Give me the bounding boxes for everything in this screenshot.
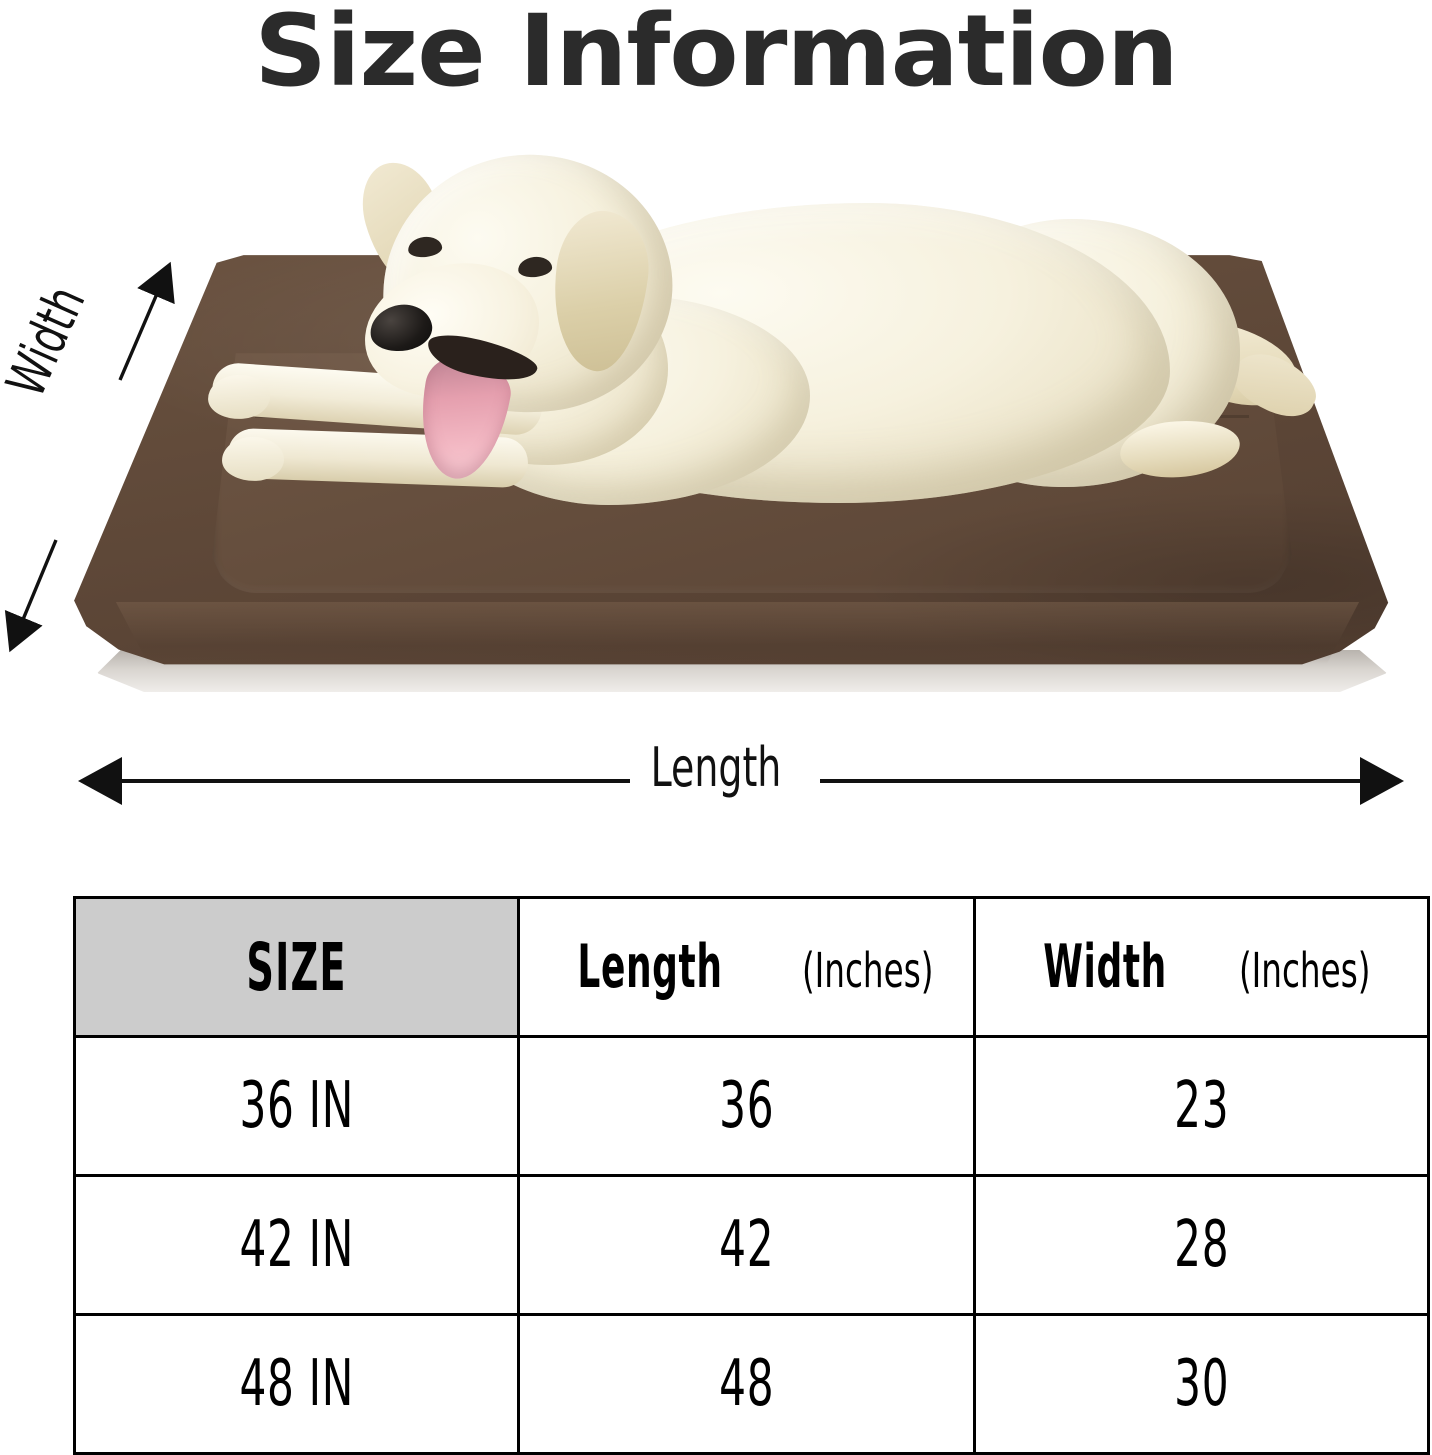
cell-length-value: 36 <box>718 1069 775 1143</box>
size-chart-table: SIZE Length (Inches) Width (Inches) 36 I… <box>73 896 1430 1455</box>
width-arrow-lower-segment <box>4 539 58 653</box>
cell-width: 23 <box>973 1035 1430 1177</box>
length-dimension-arrow <box>78 757 1404 805</box>
dog-illustration <box>150 138 1326 565</box>
header-length-unit: (Inches) <box>801 943 934 999</box>
cell-width-value: 28 <box>1173 1208 1230 1282</box>
cell-length: 48 <box>517 1313 976 1455</box>
length-label: Length <box>650 736 782 799</box>
cell-size-value: 48 IN <box>239 1347 354 1421</box>
table-row: 36 IN 36 23 <box>73 1035 1430 1177</box>
header-width-text: Width <box>1042 932 1167 1002</box>
cell-size-value: 42 IN <box>239 1208 354 1282</box>
cell-size-value: 36 IN <box>239 1069 354 1143</box>
width-arrow-upper-segment <box>118 261 175 381</box>
page-title: Size Information <box>254 0 1179 109</box>
cell-width-value: 30 <box>1173 1347 1230 1421</box>
cell-width: 28 <box>973 1174 1430 1316</box>
cell-length-value: 48 <box>718 1347 775 1421</box>
cell-size: 42 IN <box>73 1174 520 1316</box>
bed-front-bolster <box>115 602 1360 664</box>
cell-length: 42 <box>517 1174 976 1316</box>
table-header-row: SIZE Length (Inches) Width (Inches) <box>73 896 1430 1038</box>
cell-size: 48 IN <box>73 1313 520 1455</box>
header-cell-length: Length (Inches) <box>517 896 976 1038</box>
table-row: 48 IN 48 30 <box>73 1313 1430 1455</box>
header-width-unit: (Inches) <box>1238 943 1371 999</box>
width-dimension-arrow <box>4 261 175 653</box>
product-figure: Width Length <box>0 110 1432 830</box>
header-size-text: SIZE <box>246 928 347 1006</box>
header-cell-size: SIZE <box>73 896 520 1038</box>
header-cell-width: Width (Inches) <box>973 896 1430 1038</box>
header-length-text: Length <box>577 932 723 1002</box>
cell-length: 36 <box>517 1035 976 1177</box>
cell-size: 36 IN <box>73 1035 520 1177</box>
table-row: 42 IN 42 28 <box>73 1174 1430 1316</box>
cell-width: 30 <box>973 1313 1430 1455</box>
cell-width-value: 23 <box>1173 1069 1230 1143</box>
cell-length-value: 42 <box>718 1208 775 1282</box>
